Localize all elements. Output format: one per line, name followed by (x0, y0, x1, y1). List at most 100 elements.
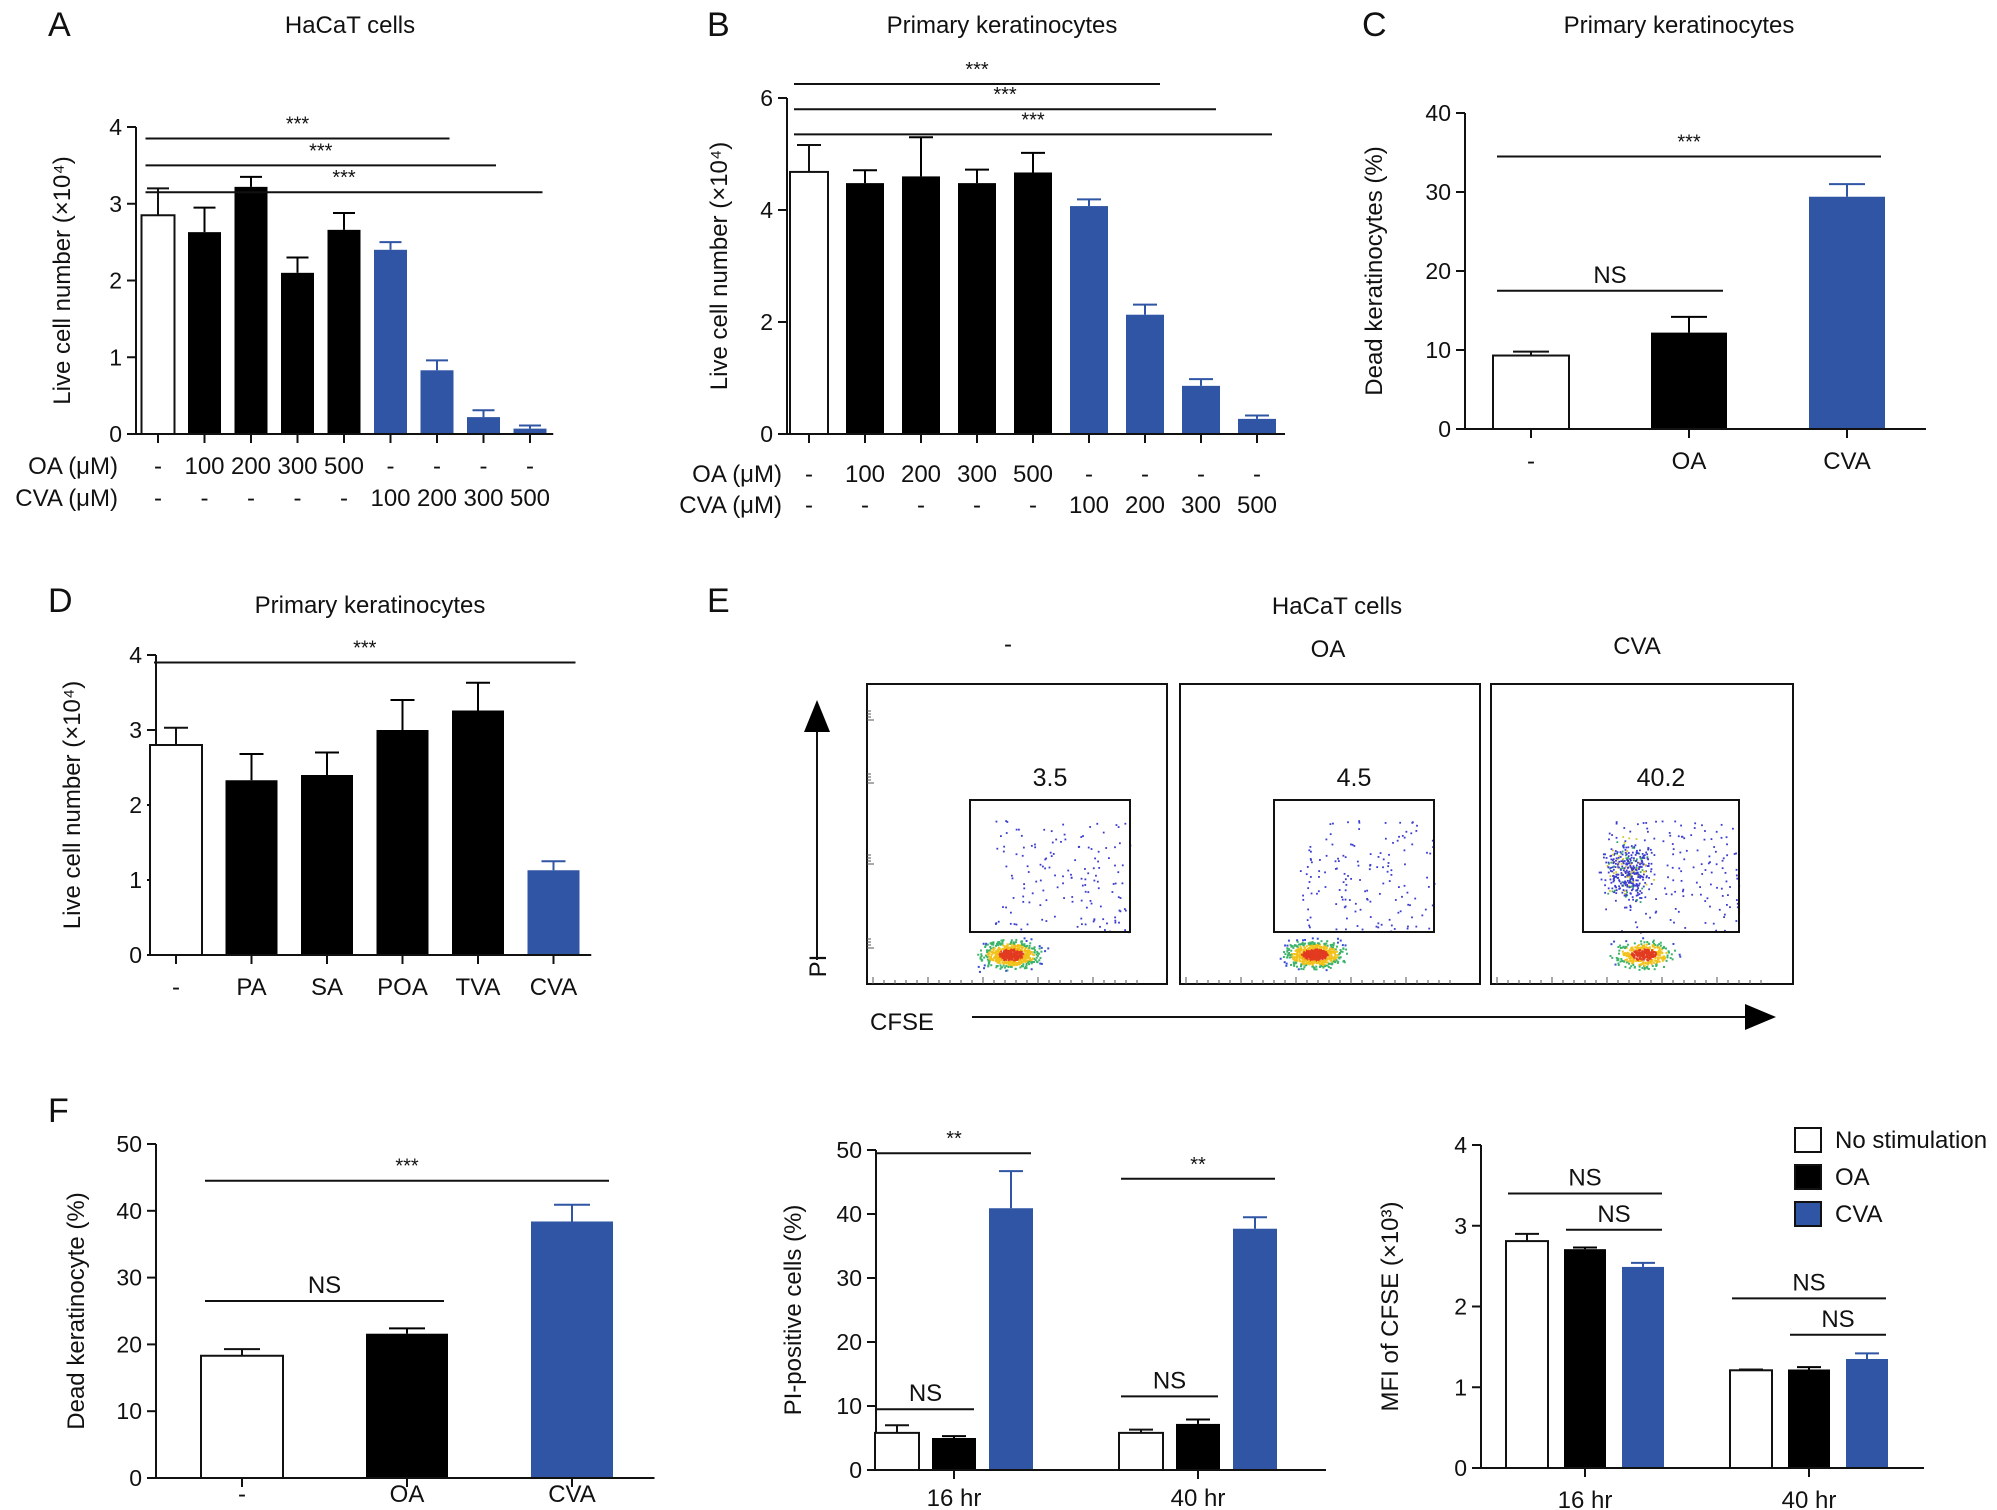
scatter-point (1620, 860, 1623, 863)
scatter-point (1673, 921, 1675, 924)
scatter-point (1669, 834, 1672, 837)
scatter-point (1405, 830, 1408, 833)
scatter-point (1619, 867, 1622, 870)
scatter-point (1092, 867, 1095, 870)
scatter-point (1310, 850, 1312, 853)
bar (1809, 196, 1885, 429)
scatter-point (1637, 959, 1640, 962)
scatter-point (1616, 841, 1619, 844)
scatter-point (1286, 954, 1289, 957)
scatter-point (1084, 884, 1087, 886)
scatter-point (1694, 822, 1697, 825)
x-tick-label: 100 (370, 485, 410, 512)
scatter-point (1293, 964, 1296, 967)
scatter-point (1634, 844, 1637, 847)
scatter-point (1015, 938, 1018, 941)
scatter-point (1631, 851, 1634, 854)
y-tick-label: 1 (129, 867, 142, 893)
scatter-point (1605, 857, 1608, 859)
scatter-point (1330, 955, 1333, 958)
scatter-point (1002, 850, 1005, 853)
scatter-point (1643, 951, 1646, 954)
scatter-point (1028, 963, 1031, 966)
scatter-point (1629, 906, 1632, 909)
scatter-point (1315, 962, 1318, 965)
scatter-plot-frame (866, 683, 1168, 985)
scatter-point (1329, 823, 1332, 826)
y-tick-label: 2 (1454, 1294, 1467, 1320)
scatter-point (1313, 951, 1316, 954)
y-tick-label: 30 (1425, 179, 1451, 205)
scatter-point (1309, 944, 1312, 947)
scatter-point (1325, 838, 1328, 841)
scatter-point (1638, 963, 1641, 966)
scatter-point (1658, 947, 1661, 950)
y-tick-label: 4 (760, 197, 773, 223)
scatter-point (1611, 956, 1614, 959)
bar (513, 428, 547, 434)
scatter-point (1284, 944, 1287, 947)
scatter-point (1051, 841, 1054, 844)
scatter-point (1320, 962, 1323, 965)
scatter-point (1334, 961, 1337, 964)
scatter-point (1056, 886, 1059, 889)
scatter-point (1377, 926, 1380, 929)
scatter-point (1632, 885, 1635, 888)
scatter-point (1709, 883, 1712, 886)
scatter-point (1304, 942, 1307, 945)
scatter-point (1005, 865, 1008, 868)
scatter-point (1018, 958, 1021, 961)
scatter-point (1624, 866, 1627, 868)
scatter-point (1635, 900, 1637, 903)
scatter-point (1641, 875, 1643, 878)
scatter-point (1034, 843, 1036, 846)
scatter-point (1302, 956, 1305, 959)
scatter-point (990, 958, 993, 961)
x-tick-label: 200 (417, 485, 457, 512)
scatter-point (1633, 873, 1636, 875)
scatter-point (1729, 906, 1731, 909)
scatter-point (1019, 955, 1022, 958)
scatter-point (1303, 961, 1306, 964)
scatter-point (1035, 880, 1038, 883)
scatter-point (1292, 961, 1295, 964)
scatter-point (1638, 953, 1641, 956)
scatter-point (1001, 956, 1004, 959)
bar (1070, 206, 1108, 434)
scatter-point (1626, 885, 1629, 888)
scatter-point (1299, 943, 1302, 946)
scatter-point (1609, 870, 1612, 872)
scatter-point (1009, 961, 1012, 964)
scatter-point (1627, 866, 1630, 869)
scatter-point (1617, 876, 1620, 879)
scatter-point (1621, 946, 1624, 949)
scatter-point (1645, 950, 1648, 953)
x-row-label: CVA (μM) (679, 492, 782, 519)
scatter-point (1658, 950, 1661, 953)
scatter-point (1615, 822, 1618, 825)
scatter-point (1295, 949, 1298, 952)
scatter-point (1638, 959, 1641, 962)
scatter-point (1031, 892, 1034, 895)
scatter-point (1311, 951, 1314, 954)
scatter-point (1007, 950, 1010, 953)
scatter-point (1085, 906, 1088, 909)
scatter-point (1622, 846, 1625, 849)
scatter-point (1384, 822, 1387, 824)
bar (1238, 418, 1276, 434)
scatter-point (1292, 946, 1295, 949)
scatter-point (1030, 968, 1033, 971)
scatter-point (1027, 954, 1030, 957)
scatter-point (1314, 956, 1317, 959)
scatter-point (986, 943, 989, 946)
scatter-point (1612, 868, 1615, 871)
bar (281, 272, 314, 434)
scatter-point (1318, 947, 1321, 950)
scatter-point (1344, 856, 1347, 859)
scatter-point (1641, 947, 1644, 950)
scatter-point (1726, 854, 1729, 857)
scatter-point (1407, 903, 1410, 906)
scatter-point (1307, 950, 1310, 953)
scatter-point (1729, 886, 1731, 888)
scatter-point (1428, 927, 1431, 930)
